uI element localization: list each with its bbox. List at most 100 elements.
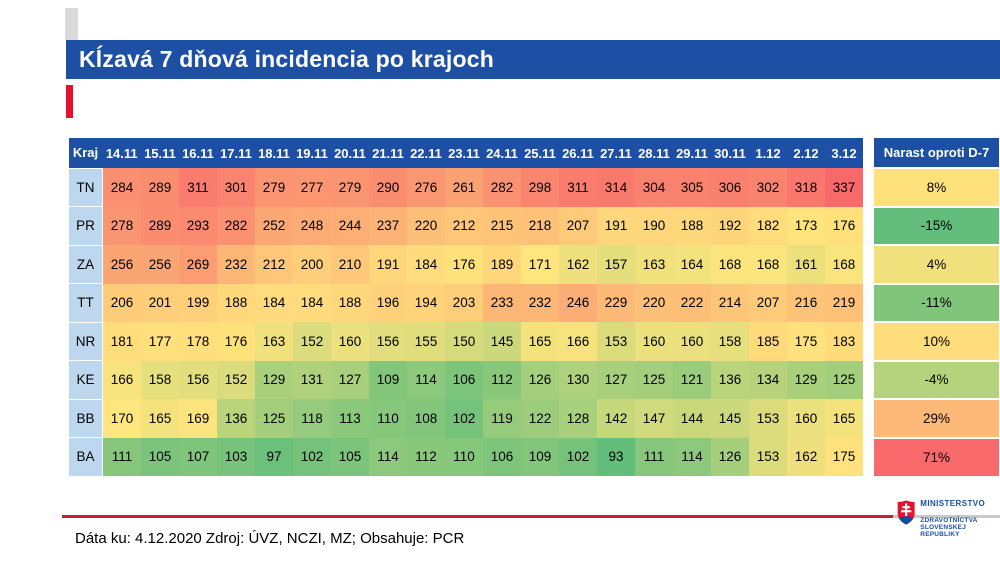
heatmap-cell: 106	[445, 360, 483, 399]
heatmap-cell: 302	[749, 168, 787, 207]
region-label: BB	[68, 398, 103, 438]
region-label: TT	[68, 283, 103, 323]
date-header: 15.11	[141, 138, 179, 168]
date-header: 18.11	[255, 138, 293, 168]
heatmap-cell: 314	[597, 168, 635, 207]
heatmap-cell: 112	[483, 360, 521, 399]
corner-header-kraj: Kraj	[68, 138, 103, 168]
heatmap-cell: 233	[483, 283, 521, 322]
heatmap-cell: 155	[407, 322, 445, 361]
date-header: 3.12	[825, 138, 863, 168]
heatmap-cell: 168	[825, 245, 863, 284]
heatmap-cell: 114	[673, 437, 711, 476]
heatmap-cell: 108	[407, 399, 445, 438]
heatmap-cell: 188	[217, 283, 255, 322]
heatmap-cell: 246	[559, 283, 597, 322]
date-header: 30.11	[711, 138, 749, 168]
header-spacer	[863, 138, 874, 168]
heatmap-cell: 152	[217, 360, 255, 399]
heatmap-cell: 199	[179, 283, 217, 322]
heatmap-cell: 125	[825, 360, 863, 399]
heatmap-cell: 252	[255, 206, 293, 245]
heatmap-cell: 102	[445, 399, 483, 438]
heatmap-cell: 162	[559, 245, 597, 284]
heatmap-cell: 126	[711, 437, 749, 476]
heatmap-cell: 176	[445, 245, 483, 284]
growth-cell: 10%	[874, 321, 999, 361]
heatmap-cell: 188	[331, 283, 369, 322]
row-spacer	[863, 322, 874, 361]
heatmap-cell: 165	[521, 322, 559, 361]
ministry-logo-line1: MINISTERSTVO	[920, 499, 986, 508]
heatmap-cell: 129	[787, 360, 825, 399]
growth-cell: -11%	[874, 282, 999, 322]
heatmap-cell: 153	[749, 437, 787, 476]
heatmap-cell: 163	[635, 245, 673, 284]
heatmap-cell: 212	[445, 206, 483, 245]
heatmap-cell: 207	[749, 283, 787, 322]
heatmap-cell: 176	[217, 322, 255, 361]
heatmap-cell: 196	[369, 283, 407, 322]
heatmap-cell: 232	[521, 283, 559, 322]
heatmap-cell: 136	[711, 360, 749, 399]
heatmap-cell: 164	[673, 245, 711, 284]
heatmap-cell: 102	[559, 437, 597, 476]
date-header: 17.11	[217, 138, 255, 168]
heatmap-cell: 166	[102, 360, 141, 399]
heatmap-cell: 136	[217, 399, 255, 438]
heatmap-cell: 284	[102, 168, 141, 207]
date-header: 28.11	[635, 138, 673, 168]
heatmap-cell: 177	[141, 322, 179, 361]
heatmap-cell: 150	[445, 322, 483, 361]
heatmap-cell: 293	[179, 206, 217, 245]
heatmap-cell: 176	[825, 206, 863, 245]
growth-cell: 8%	[874, 167, 999, 207]
heatmap-cell: 105	[331, 437, 369, 476]
heatmap-cell: 298	[521, 168, 559, 207]
heatmap-cell: 256	[102, 245, 141, 284]
heatmap-cell: 121	[673, 360, 711, 399]
date-header: 2.12	[787, 138, 825, 168]
heatmap-cell: 184	[293, 283, 331, 322]
date-header: 14.11	[102, 138, 141, 168]
heatmap-cell: 165	[825, 399, 863, 438]
table-row: BA 111 105 107 103 97 102 105 114 112 110 106 109 102…	[68, 436, 999, 477]
heatmap-cell: 304	[635, 168, 673, 207]
heatmap-cell: 256	[141, 245, 179, 284]
footer-divider-red	[62, 515, 893, 518]
heatmap-cell: 130	[559, 360, 597, 399]
heatmap-cell: 111	[102, 437, 141, 476]
heatmap-cell: 111	[635, 437, 673, 476]
slovak-coat-of-arms-icon	[897, 500, 915, 525]
row-spacer	[863, 283, 874, 322]
heatmap-cell: 125	[635, 360, 673, 399]
heatmap-cell: 131	[293, 360, 331, 399]
heatmap-cell: 278	[102, 206, 141, 245]
heatmap-cell: 93	[597, 437, 635, 476]
heatmap-cell: 128	[559, 399, 597, 438]
heatmap-cell: 114	[407, 360, 445, 399]
heatmap-cell: 109	[369, 360, 407, 399]
heatmap-cell: 215	[483, 206, 521, 245]
heatmap-cell: 229	[597, 283, 635, 322]
date-header: 22.11	[407, 138, 445, 168]
date-header: 25.11	[521, 138, 559, 168]
row-spacer	[863, 206, 874, 245]
date-header: 26.11	[559, 138, 597, 168]
table-row: ZA 256 256 269 232 212 200 210 191 184 176 189 171 16…	[68, 244, 999, 284]
heatmap-cell: 306	[711, 168, 749, 207]
heatmap-cell: 190	[635, 206, 673, 245]
heatmap-cell: 118	[293, 399, 331, 438]
date-header: 29.11	[673, 138, 711, 168]
heatmap-cell: 127	[331, 360, 369, 399]
heatmap-cell: 157	[597, 245, 635, 284]
growth-column-header: Narast oproti D-7	[874, 138, 999, 168]
date-header: 24.11	[483, 138, 521, 168]
row-spacer	[863, 245, 874, 284]
heatmap-cell: 105	[141, 437, 179, 476]
row-spacer	[863, 168, 874, 207]
heatmap-cell: 170	[102, 399, 141, 438]
heatmap-cell: 152	[293, 322, 331, 361]
growth-cell: -4%	[874, 359, 999, 399]
heatmap-cell: 134	[749, 360, 787, 399]
